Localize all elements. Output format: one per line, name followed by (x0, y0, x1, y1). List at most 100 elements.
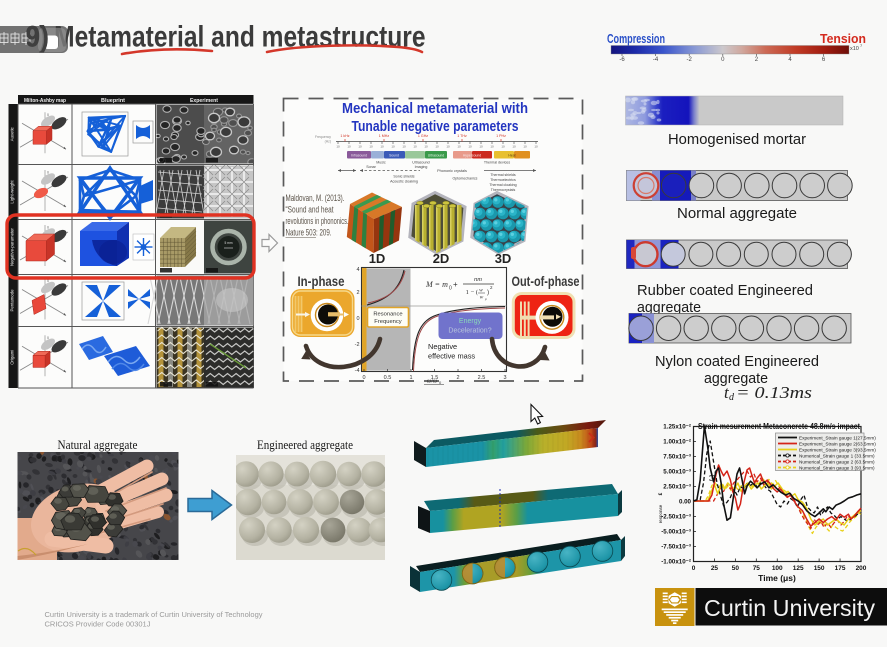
svg-text:Negative: Negative (428, 342, 457, 351)
svg-text:10: 10 (523, 145, 527, 149)
svg-text:response: response (658, 504, 663, 523)
svg-text:+: + (453, 280, 458, 289)
svg-text:Sound: Sound (389, 154, 399, 158)
svg-text:1 GHz: 1 GHz (418, 134, 428, 138)
svg-text:d: d (729, 392, 735, 403)
svg-text:Out-of-phase: Out-of-phase (512, 274, 580, 289)
svg-text:t: t (724, 383, 730, 402)
svg-text:Nature 503: 209.: Nature 503: 209. (286, 228, 332, 238)
svg-text:Frequency: Frequency (315, 135, 331, 139)
svg-text:-2: -2 (355, 342, 360, 348)
svg-text:175: 175 (835, 565, 846, 572)
svg-text:Infrasound: Infrasound (351, 154, 367, 158)
svg-text:2D: 2D (433, 251, 450, 266)
svg-text:0: 0 (721, 57, 725, 63)
svg-text:10: 10 (490, 145, 494, 149)
svg-text:Hypersound: Hypersound (463, 154, 481, 158)
svg-text:10: 10 (336, 145, 340, 149)
svg-text:9) Metamaterial and metastruct: 9) Metamaterial and metastructure (26, 21, 426, 54)
svg-text:0.00: 0.00 (679, 499, 692, 506)
svg-text:Numerical_Strain gauge 2 (63.5: Numerical_Strain gauge 2 (63.5mm) (799, 459, 875, 464)
svg-text:-4: -4 (355, 368, 360, 374)
svg-text:Music: Music (376, 161, 386, 165)
svg-text:100: 100 (772, 565, 783, 572)
svg-text:Thermal cloaking: Thermal cloaking (489, 183, 516, 187)
svg-text:0: 0 (439, 380, 442, 385)
svg-text:10: 10 (391, 145, 395, 149)
svg-text:10: 10 (369, 145, 373, 149)
svg-text:10: 10 (512, 145, 516, 149)
svg-text:Mechanical metamaterial with: Mechanical metamaterial with (342, 101, 528, 117)
svg-text:Homogenised mortar: Homogenised mortar (668, 132, 806, 148)
svg-text:3: 3 (503, 375, 506, 381)
svg-text:-5.00x10⁻³: -5.00x10⁻³ (661, 529, 691, 536)
svg-text:25: 25 (711, 565, 719, 572)
svg-text:7: 7 (860, 43, 863, 48)
svg-text:5 mm: 5 mm (225, 241, 233, 245)
svg-text:2: 2 (456, 375, 459, 381)
svg-text:2.50x10⁻³: 2.50x10⁻³ (663, 484, 691, 491)
svg-text:Natural aggregate: Natural aggregate (58, 437, 138, 452)
svg-text:4: 4 (788, 57, 792, 63)
svg-text:4: 4 (356, 267, 359, 273)
svg-text:): ) (487, 289, 489, 296)
svg-text:Thermocrystals: Thermocrystals (491, 188, 516, 192)
svg-text:CRICOS Provider Code 00301J: CRICOS Provider Code 00301J (45, 620, 151, 629)
svg-text:ε: ε (658, 492, 664, 495)
svg-text:Maldovan, M. (2013).: Maldovan, M. (2013). (286, 193, 345, 203)
svg-text:“Sound and heat: “Sound and heat (286, 205, 334, 215)
svg-text:1 − (: 1 − ( (466, 289, 478, 296)
svg-text:10: 10 (468, 145, 472, 149)
svg-text:10: 10 (479, 145, 483, 149)
svg-text:0: 0 (362, 375, 365, 381)
svg-text:2: 2 (490, 285, 493, 290)
svg-text:Frequency: Frequency (374, 319, 401, 325)
svg-text:2: 2 (755, 57, 759, 63)
svg-text:Time (μs): Time (μs) (758, 573, 796, 583)
svg-text:10: 10 (457, 145, 461, 149)
svg-text:1: 1 (409, 375, 412, 381)
svg-text:7.50x10⁻³: 7.50x10⁻³ (663, 454, 691, 461)
svg-text:-7.50x10⁻³: -7.50x10⁻³ (661, 544, 691, 551)
svg-text:B: B (47, 171, 50, 175)
svg-text:Experiment_Strain gauge 2(63.5: Experiment_Strain gauge 2(63.5mm) (799, 441, 876, 446)
svg-text:50: 50 (732, 565, 740, 572)
svg-text:1.5: 1.5 (431, 375, 439, 381)
svg-text:w: w (479, 288, 483, 294)
svg-text:Sonic shields: Sonic shields (393, 175, 414, 179)
svg-text:Deceleration?: Deceleration? (448, 328, 491, 335)
svg-text:-4: -4 (653, 57, 659, 63)
svg-text:Nylon coated Engineered: Nylon coated Engineered (655, 354, 819, 370)
svg-text:2: 2 (356, 290, 359, 296)
svg-text:125: 125 (793, 565, 804, 572)
svg-text:10: 10 (534, 145, 538, 149)
svg-text:B: B (47, 113, 50, 117)
svg-text:Imaging: Imaging (415, 165, 428, 169)
svg-text:= 0.13ms: = 0.13ms (736, 383, 812, 402)
svg-text:0.5: 0.5 (384, 375, 392, 381)
svg-text:Numerical_Strain gauge 3 (93.5: Numerical_Strain gauge 3 (93.5mm) (799, 465, 875, 470)
svg-text:B: B (47, 336, 50, 340)
svg-text:M = m: M = m (425, 280, 448, 289)
svg-text:Curtin University is a tradema: Curtin University is a trademark of Curt… (45, 610, 263, 619)
svg-text:Thermal devices: Thermal devices (484, 161, 511, 165)
svg-text:Origami: Origami (10, 350, 15, 365)
svg-text:150: 150 (814, 565, 825, 572)
svg-text:1 PHz: 1 PHz (496, 134, 506, 138)
svg-text:Experiment_Strain gauge 1(27.5: Experiment_Strain gauge 1(27.5mm) (799, 435, 876, 440)
svg-text:(Hz): (Hz) (325, 140, 331, 144)
svg-text:Phononic crystals: Phononic crystals (437, 169, 467, 173)
svg-text:10: 10 (402, 145, 406, 149)
svg-text:aggregate: aggregate (637, 300, 701, 316)
svg-text:1 THz: 1 THz (457, 134, 467, 138)
svg-text:1.00x10⁻²: 1.00x10⁻² (663, 439, 691, 446)
svg-text:1 MHz: 1 MHz (379, 134, 390, 138)
svg-text:Energy: Energy (459, 318, 482, 325)
svg-text:-2.50x10⁻³: -2.50x10⁻³ (661, 514, 691, 521)
svg-text:Blueprint: Blueprint (101, 98, 125, 104)
svg-text:-1.00x10⁻²: -1.00x10⁻² (661, 559, 691, 566)
svg-text:200: 200 (856, 565, 867, 572)
svg-text:Thermoelectrics: Thermoelectrics (490, 178, 516, 182)
svg-text:Heat: Heat (508, 154, 515, 158)
svg-text:1.25x10⁻²: 1.25x10⁻² (663, 424, 691, 431)
